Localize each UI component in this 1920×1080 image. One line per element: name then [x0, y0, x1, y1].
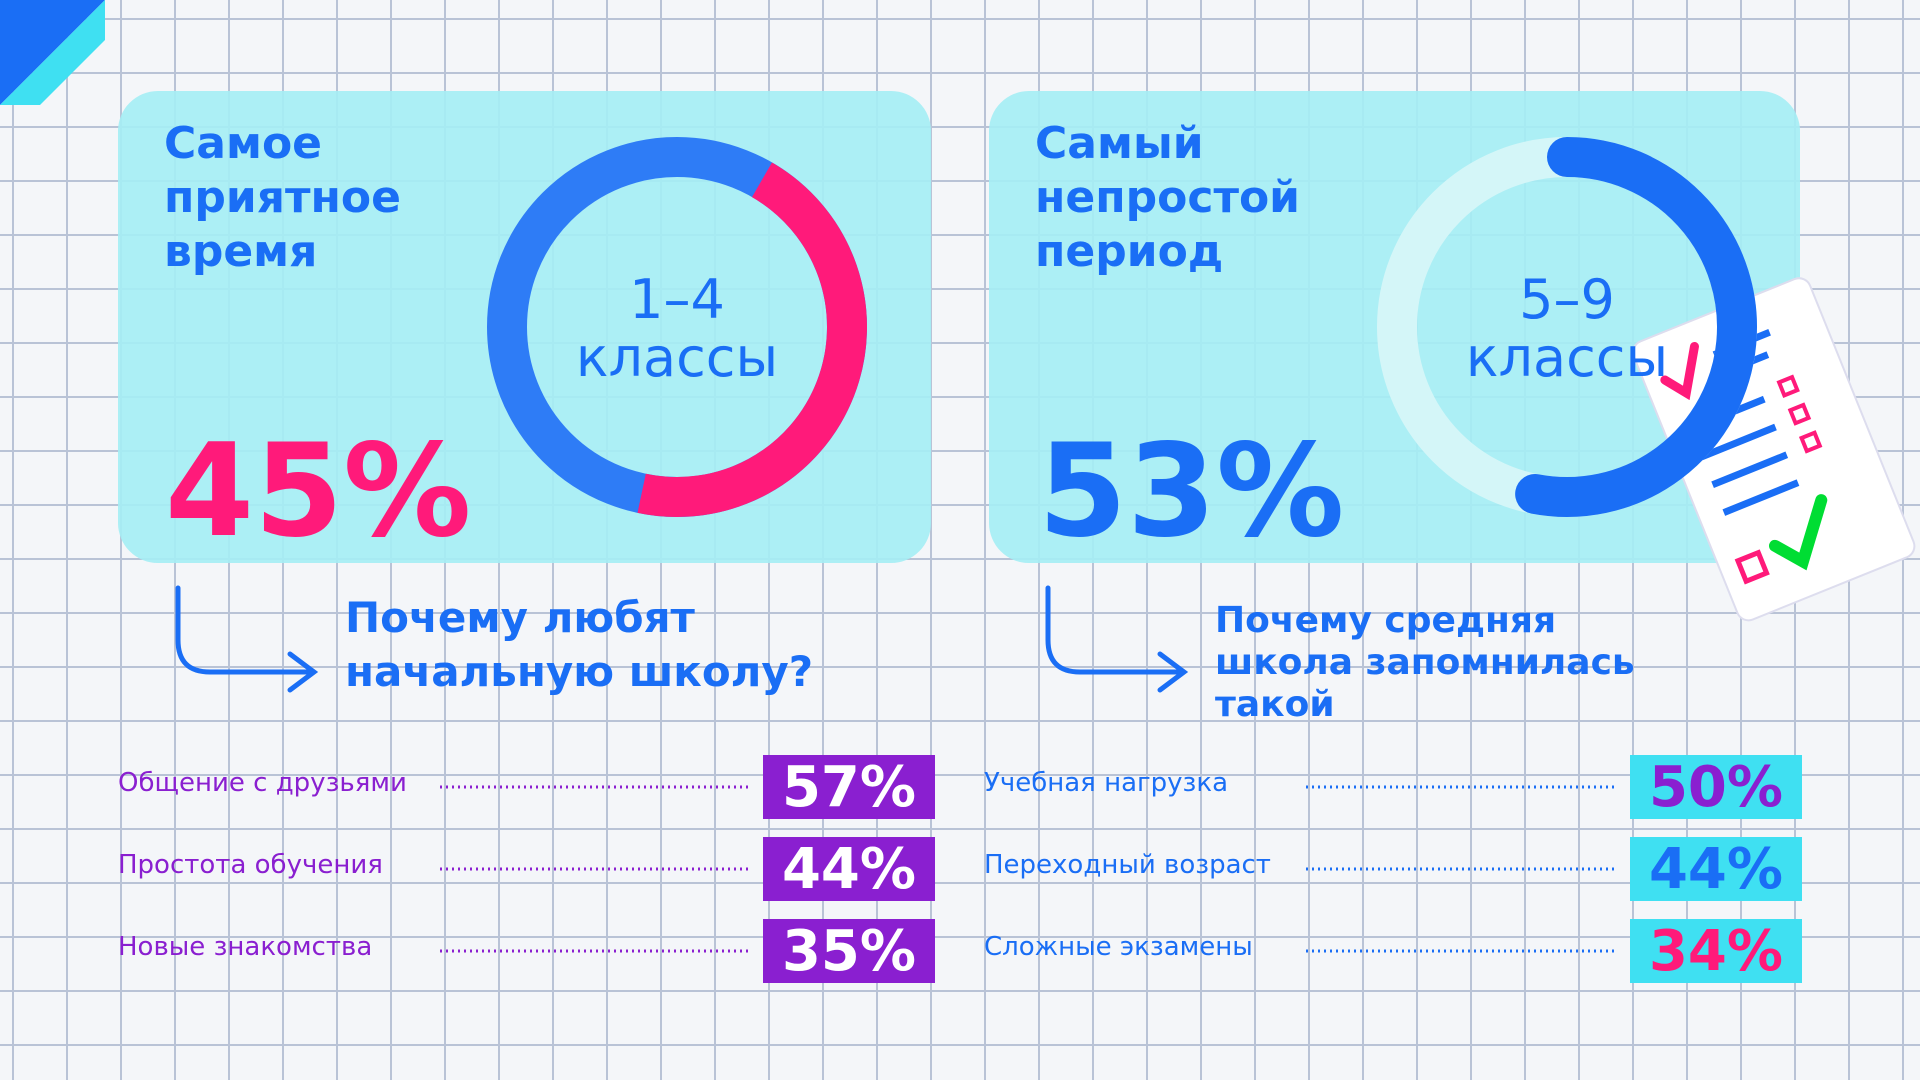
big-percent: 45% — [165, 417, 471, 566]
value-box — [1630, 755, 1802, 819]
value-box — [1630, 837, 1802, 901]
question: Почему любят — [345, 593, 696, 642]
item-label: Новые знакомства — [118, 932, 372, 962]
item-value: 57% — [782, 755, 916, 820]
item-label: Общение с друзьями — [118, 768, 407, 798]
question: начальную школу? — [345, 647, 813, 696]
panel-title: приятное — [164, 172, 401, 223]
panel-title: период — [1035, 226, 1223, 277]
panel-title: время — [164, 226, 317, 277]
arrow — [175, 585, 319, 693]
question: такой — [1215, 684, 1335, 725]
corner-decor — [0, 0, 105, 105]
item-label: Учебная нагрузка — [984, 768, 1228, 798]
arrow — [1045, 585, 1189, 693]
value-box — [763, 755, 935, 819]
donut-center-label: 1–4 — [629, 268, 725, 331]
item-label: Простота обучения — [118, 850, 383, 880]
panel-title: непростой — [1035, 172, 1300, 223]
donut-arc — [1515, 137, 1757, 517]
panel-title: Самый — [1035, 118, 1204, 169]
item-value: 35% — [782, 919, 916, 984]
value-box — [1630, 919, 1802, 983]
donut-center-label: 5–9 — [1519, 268, 1615, 331]
item-label: Переходный возраст — [984, 850, 1271, 880]
value-box — [763, 837, 935, 901]
donut-center-label: классы — [576, 326, 778, 389]
item-value: 34% — [1649, 919, 1783, 984]
question: Почему средняя — [1215, 600, 1556, 641]
donut-arc — [637, 162, 867, 517]
item-value: 44% — [1649, 837, 1783, 902]
item-value: 44% — [782, 837, 916, 902]
item-value: 50% — [1649, 755, 1783, 820]
item-label: Сложные экзамены — [984, 932, 1253, 962]
donut-center-label: классы — [1466, 326, 1668, 389]
value-box — [763, 919, 935, 983]
big-percent: 53% — [1038, 417, 1344, 566]
panel-title: Самое — [164, 118, 322, 169]
question: школа запомнилась — [1215, 642, 1635, 683]
